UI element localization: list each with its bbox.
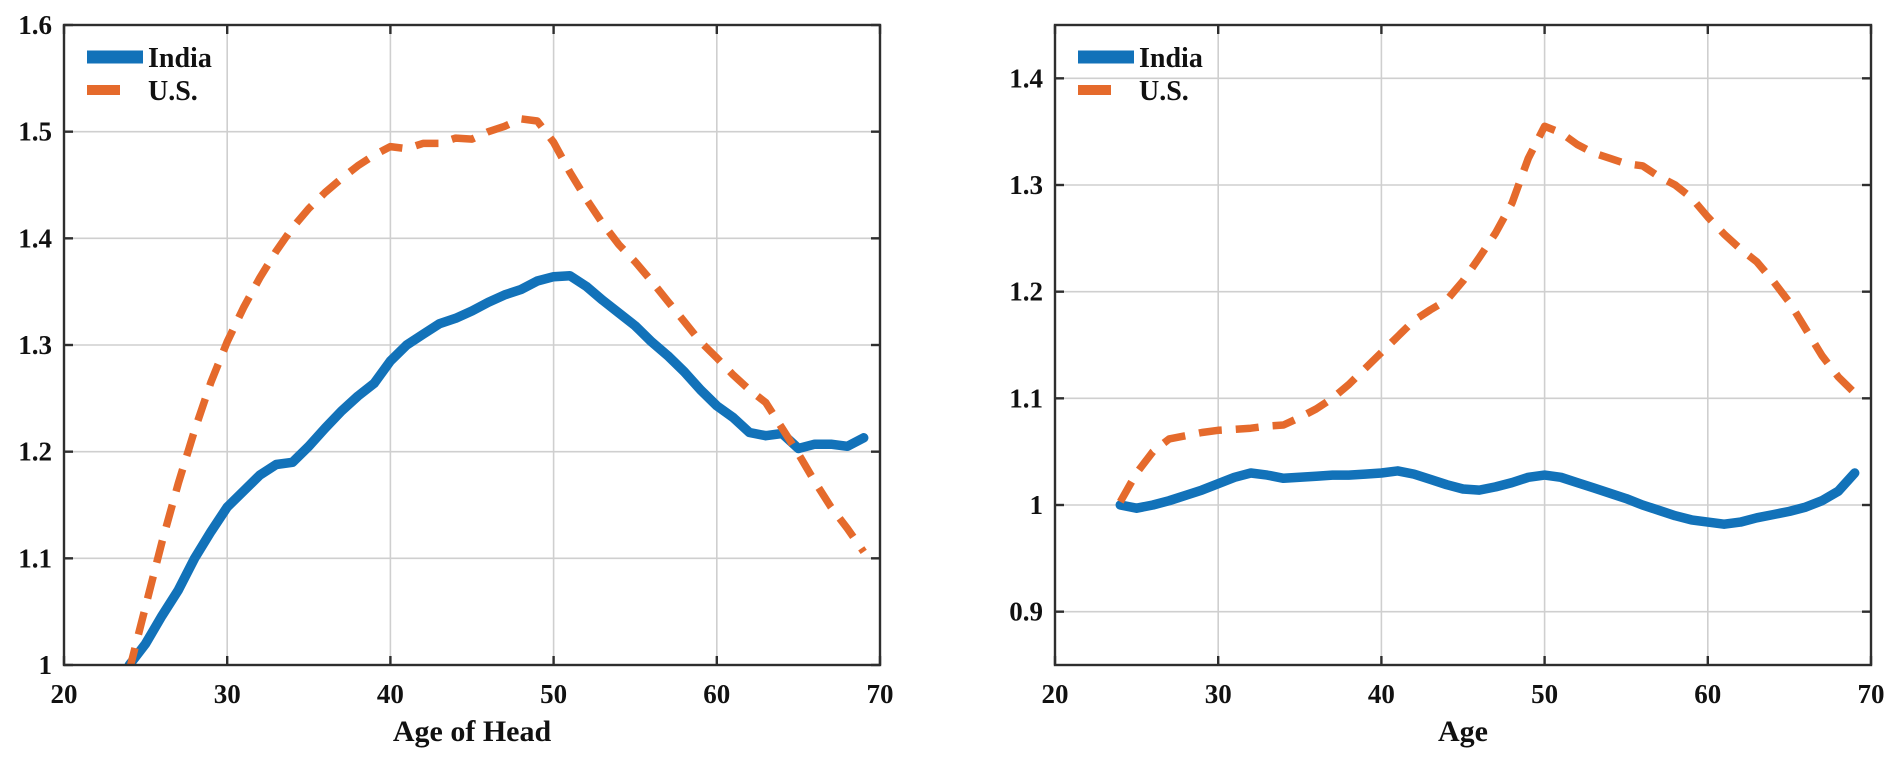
india-line <box>124 270 869 665</box>
x-tick-label: 60 <box>703 679 730 709</box>
series-lines <box>1115 122 1860 529</box>
x-tick-label: 20 <box>1042 679 1069 709</box>
tick-labels: 20 30 40 50 60 70 0.9 1 1.1 1.2 1.3 1.4 <box>1009 63 1884 709</box>
y-tick-label: 1 <box>1030 490 1044 520</box>
us-line <box>1117 122 1858 504</box>
y-tick-label: 1.1 <box>1009 383 1043 413</box>
india-line <box>1115 466 1860 529</box>
y-tick-label: 1 <box>39 650 53 680</box>
legend-us-label: U.S. <box>148 76 198 107</box>
series-lines <box>124 115 869 665</box>
y-tick-label: 0.9 <box>1009 597 1043 627</box>
plot-border <box>1053 23 1873 667</box>
left-chart: 20 30 40 50 60 70 1 1.1 1.2 1.3 1.4 1.5 1.6 Age of He… <box>18 10 893 748</box>
x-tick-label: 30 <box>214 679 241 709</box>
x-tick-label: 40 <box>377 679 404 709</box>
y-tick-label: 1.3 <box>18 330 52 360</box>
left-panel: 20 30 40 50 60 70 1 1.1 1.2 1.3 1.4 1.5 1.6 Age of He… <box>18 10 893 748</box>
x-tick-label: 60 <box>1694 679 1721 709</box>
x-tick-label: 50 <box>1531 679 1558 709</box>
y-tick-label: 1.4 <box>18 223 52 253</box>
y-tick-label: 1.5 <box>18 117 52 147</box>
axes-box <box>62 23 882 667</box>
x-tick-label: 20 <box>51 679 78 709</box>
legend-india-label: India <box>148 43 212 74</box>
tick-labels: 20 30 40 50 60 70 1 1.1 1.2 1.3 1.4 1.5 1.6 <box>18 10 893 709</box>
legend-india-label: India <box>1139 43 1203 74</box>
legend-us-label: U.S. <box>1139 76 1189 107</box>
axes-box <box>1053 23 1873 667</box>
x-tick-label: 70 <box>867 679 894 709</box>
y-tick-label: 1.1 <box>18 543 52 573</box>
x-tick-label: 40 <box>1368 679 1395 709</box>
gridlines <box>1054 25 1872 665</box>
us-line <box>126 115 867 665</box>
x-tick-label: 70 <box>1858 679 1885 709</box>
x-axis-label: Age of Head <box>393 715 552 748</box>
x-tick-label: 30 <box>1205 679 1232 709</box>
y-tick-label: 1.2 <box>18 437 52 467</box>
y-tick-label: 1.6 <box>18 10 52 40</box>
x-axis-label: Age <box>1438 715 1488 748</box>
right-panel: 20 30 40 50 60 70 0.9 1 1.1 1.2 1.3 1.4 Age India U.S. <box>949 0 1898 762</box>
y-tick-label: 1.2 <box>1009 277 1043 307</box>
x-tick-label: 50 <box>540 679 567 709</box>
y-tick-label: 1.4 <box>1009 63 1043 93</box>
y-tick-label: 1.3 <box>1009 170 1043 200</box>
